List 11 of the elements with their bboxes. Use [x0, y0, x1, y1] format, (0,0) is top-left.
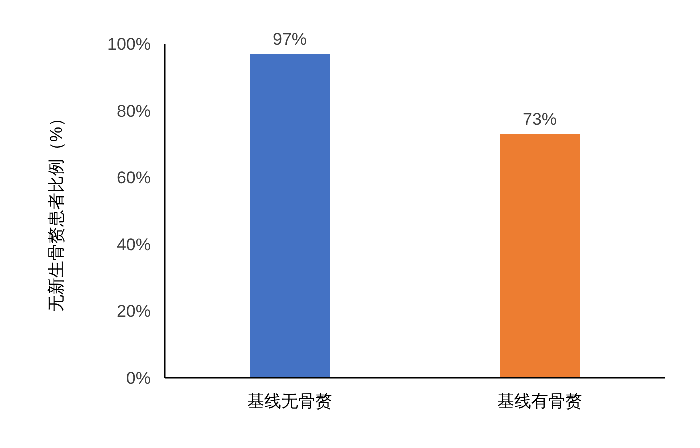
- y-tick-label: 20%: [116, 302, 151, 322]
- y-tick-label: 80%: [116, 102, 151, 121]
- x-tick-label: 基线有骨赘: [498, 392, 582, 411]
- data-label: 97%: [272, 30, 308, 50]
- y-tick-label: 40%: [116, 235, 151, 254]
- data-label: 73%: [522, 110, 558, 130]
- y-tick-label: 60%: [116, 168, 151, 188]
- y-tick-label: 0%: [126, 368, 151, 388]
- x-tick-label: 基线无骨赘: [248, 392, 332, 411]
- y-tick-label: 100%: [108, 34, 151, 54]
- y-axis-title: 无新生骨赘患者比例（%）: [47, 110, 66, 312]
